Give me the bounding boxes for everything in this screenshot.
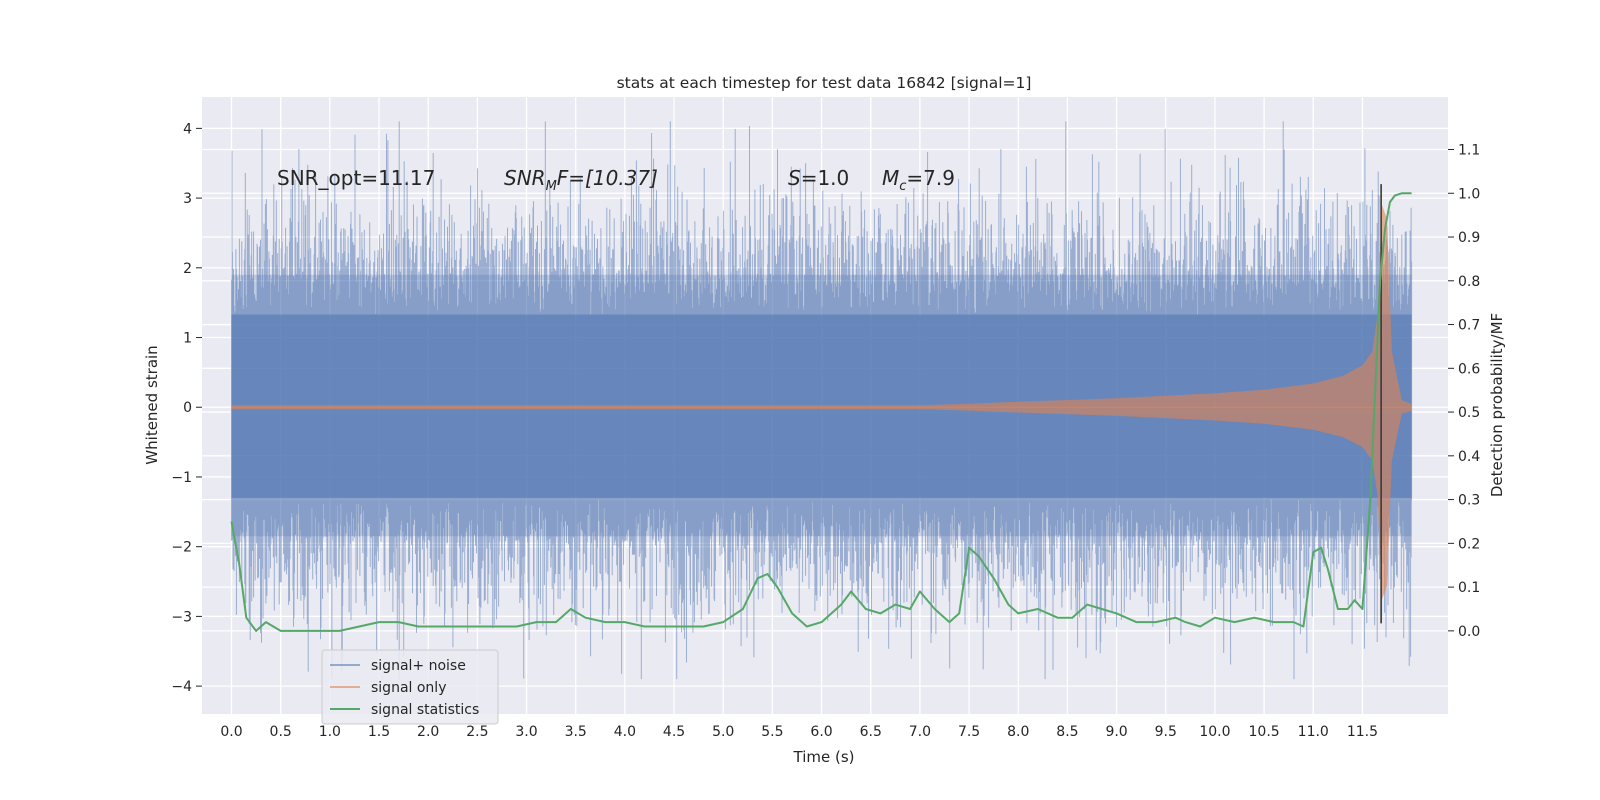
annotation-mc: Mc=7.9 [882, 166, 955, 194]
y-right-tick-label: 0.8 [1458, 274, 1480, 290]
x-tick-label: 1.0 [319, 724, 341, 740]
y-right-tick-label: 1.1 [1458, 143, 1480, 159]
y-left-tick-label: 0 [183, 400, 192, 416]
annotation-s-rest: =1.0 [801, 166, 850, 190]
annotation-mc-sub: c [899, 179, 906, 194]
y-left-axis-title: Whitened strain [143, 345, 161, 464]
x-tick-label: 8.5 [1056, 724, 1078, 740]
x-tick-label: 1.5 [368, 724, 390, 740]
annotation-snr-mf: SNRMF=[10.37] [504, 166, 658, 194]
x-tick-label: 7.5 [958, 724, 980, 740]
signal-statistics-series [230, 192, 1412, 632]
x-tick-label: 6.0 [810, 724, 832, 740]
x-tick-label: 2.5 [466, 724, 488, 740]
x-tick-label: 3.5 [565, 724, 587, 740]
legend: signal+ noise signal only signal statist… [321, 649, 499, 725]
x-tick-label: 10.0 [1199, 724, 1230, 740]
y-right-tick-label: 0.0 [1458, 624, 1480, 640]
annotation-s: S=1.0 [788, 166, 849, 190]
annotation-snr-opt: SNR_opt=11.17 [277, 166, 435, 190]
signal-only-series [231, 184, 1412, 624]
y-right-axis-title: Detection probability/MF [1488, 313, 1506, 497]
x-tick-label: 6.5 [860, 724, 882, 740]
annotation-snr-mf-sub: M [546, 179, 557, 194]
y-right-tick-label: 0.7 [1458, 318, 1480, 334]
y-left-tick-label: 2 [183, 261, 192, 277]
x-axis-ticks: 0.0 0.5 1.0 1.5 2.0 2.5 3.0 3.5 4.0 4.5 5.0 5.5 6.0 6… [220, 724, 1378, 740]
x-tick-label: 2.0 [417, 724, 439, 740]
signal-envelope [231, 205, 1412, 600]
statistics-line [230, 192, 1412, 632]
annotation-snr-mf-main: SNR [504, 166, 546, 190]
x-tick-label: 5.5 [761, 724, 783, 740]
x-tick-label: 5.0 [712, 724, 734, 740]
x-tick-label: 0.5 [270, 724, 292, 740]
annotation-s-main: S [788, 166, 801, 190]
legend-box [321, 649, 499, 725]
x-tick-label: 4.5 [663, 724, 685, 740]
y-left-tick-label: −3 [171, 609, 192, 625]
y-right-tick-label: 0.5 [1458, 405, 1480, 421]
y-left-tick-label: 4 [183, 121, 192, 137]
y-right-tick-label: 0.4 [1458, 449, 1480, 465]
y-right-tick-label: 0.6 [1458, 361, 1480, 377]
x-tick-label: 8.0 [1007, 724, 1029, 740]
y-right-tick-label: 0.2 [1458, 536, 1480, 552]
y-left-axis-ticks: 4 3 2 1 0 −1 −2 −3 −4 [171, 121, 202, 695]
legend-label-signal-statistics: signal statistics [371, 702, 479, 718]
x-tick-label: 11.5 [1347, 724, 1378, 740]
y-right-tick-label: 0.1 [1458, 580, 1480, 596]
y-left-tick-label: −1 [171, 470, 192, 486]
x-tick-label: 3.0 [515, 724, 537, 740]
y-left-tick-label: −4 [171, 679, 192, 695]
x-tick-label: 9.0 [1105, 724, 1127, 740]
annotation-mc-main: M [882, 166, 899, 190]
y-left-tick-label: 1 [183, 331, 192, 347]
annotations: SNR_opt=11.17 SNRMF=[10.37] S=1.0 Mc=7.9 [277, 166, 955, 194]
chart-title: stats at each timestep for test data 168… [617, 74, 1032, 92]
legend-label-signal-only: signal only [371, 680, 446, 696]
y-right-tick-label: 0.9 [1458, 230, 1480, 246]
y-right-tick-label: 1.0 [1458, 186, 1480, 202]
x-tick-label: 11.0 [1298, 724, 1329, 740]
x-tick-label: 0.0 [220, 724, 242, 740]
x-tick-label: 4.0 [614, 724, 636, 740]
annotation-snr-mf-rest: F=[10.37] [557, 166, 658, 190]
legend-label-signal-noise: signal+ noise [371, 658, 466, 674]
x-tick-label: 10.5 [1249, 724, 1280, 740]
x-tick-label: 7.0 [909, 724, 931, 740]
x-tick-label: 9.5 [1155, 724, 1177, 740]
y-left-tick-label: −2 [171, 540, 192, 556]
y-right-tick-label: 0.3 [1458, 493, 1480, 509]
y-right-axis-ticks: 1.1 1.0 0.9 0.8 0.7 0.6 0.5 0.4 0.3 0.2 0.1 0.0 [1448, 143, 1480, 640]
y-left-tick-label: 3 [183, 191, 192, 207]
annotation-mc-rest: =7.9 [906, 166, 955, 190]
x-axis-title: Time (s) [793, 748, 855, 766]
